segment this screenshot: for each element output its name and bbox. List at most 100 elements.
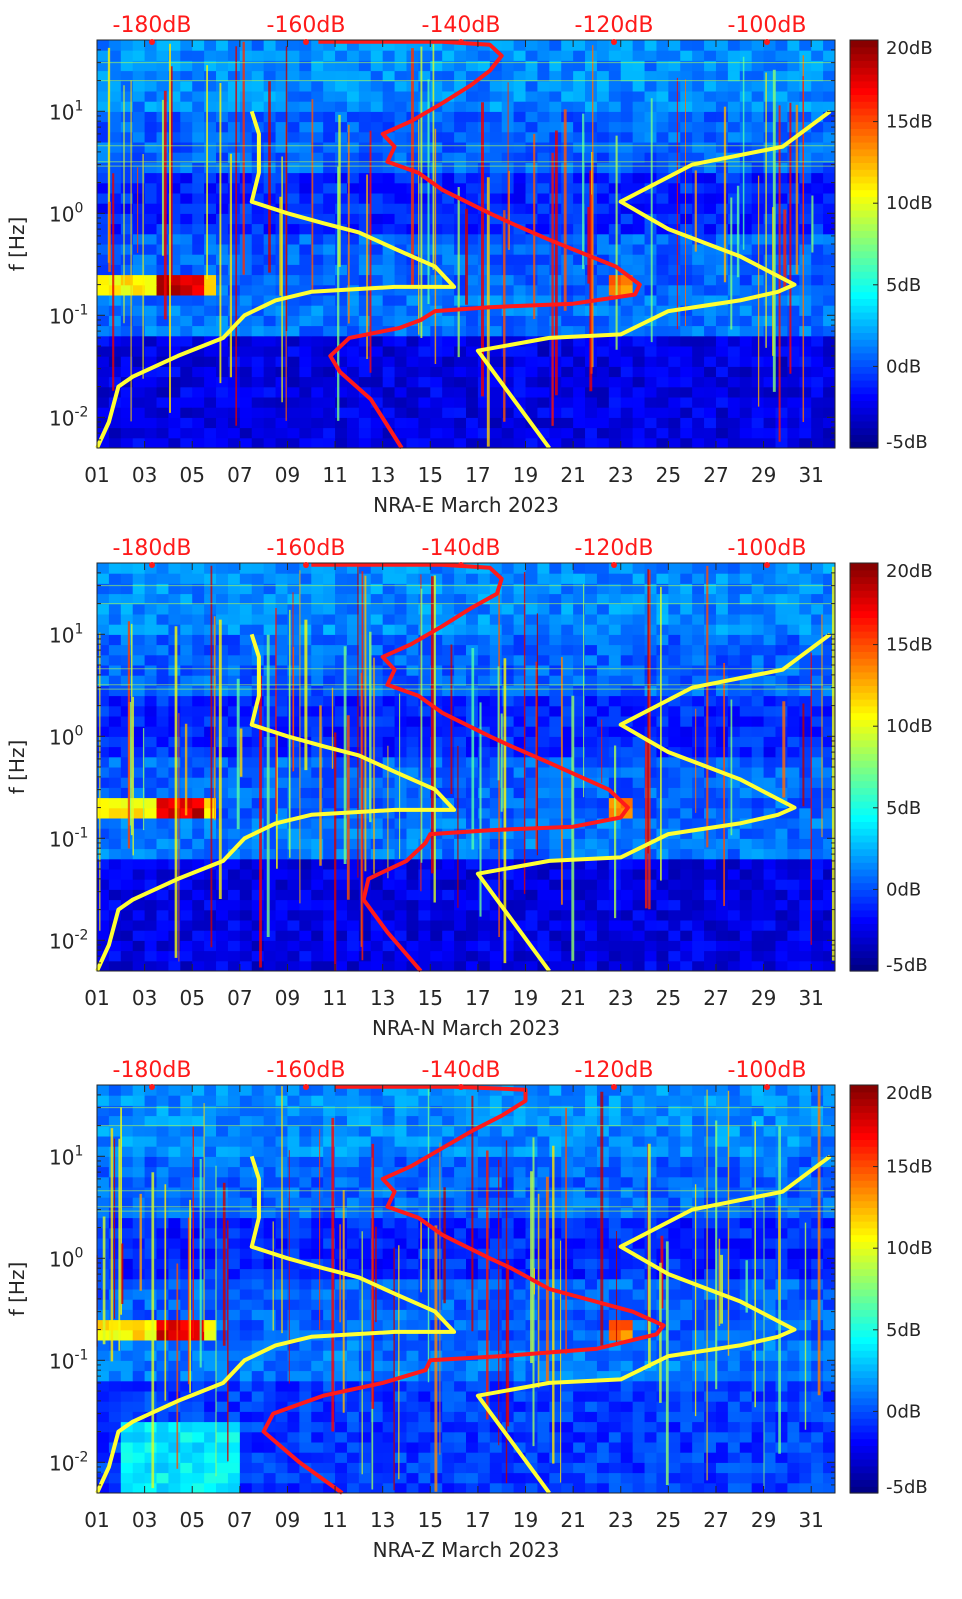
heatmap-cell <box>620 634 634 646</box>
heatmap-cell <box>382 767 396 778</box>
heatmap-cell <box>358 366 372 378</box>
heatmap-cell <box>204 70 217 82</box>
heatmap-cell <box>358 869 372 880</box>
heatmap-cell <box>549 437 562 449</box>
heatmap-cell <box>525 920 538 931</box>
heatmap-cell <box>620 705 634 717</box>
heatmap-cell <box>489 111 503 123</box>
top-db-marker <box>764 39 770 45</box>
heatmap-cell <box>120 848 134 860</box>
heatmap-cell <box>751 675 765 686</box>
heatmap-cell <box>466 624 479 635</box>
heatmap-cell <box>620 305 634 316</box>
heatmap-cell <box>180 356 193 367</box>
heatmap-cell <box>656 142 669 153</box>
heatmap-cell <box>263 767 277 778</box>
heatmap-cell <box>799 315 812 327</box>
heatmap-cell <box>501 889 515 901</box>
heatmap-cell <box>442 223 455 235</box>
heatmap-cell <box>525 60 538 72</box>
heatmap-cell <box>227 121 241 133</box>
heatmap-cell <box>668 909 681 921</box>
heatmap-cell <box>501 675 515 686</box>
heatmap-cell <box>430 91 443 102</box>
heatmap-cell <box>596 182 610 194</box>
heatmap-cell <box>489 295 503 306</box>
heatmap-cell <box>227 213 241 225</box>
heatmap-cell <box>811 417 824 429</box>
heatmap-cell <box>513 695 527 707</box>
heatmap-cell <box>97 274 110 286</box>
heatmap-cell <box>454 879 467 890</box>
heatmap-cell <box>180 407 193 418</box>
heatmap-cell <box>180 162 193 174</box>
heatmap-cell <box>799 152 812 163</box>
heatmap-cell <box>311 325 324 337</box>
heatmap-cell <box>680 386 693 398</box>
heatmap-cell <box>466 397 479 408</box>
heatmap-cell <box>787 899 800 911</box>
heatmap-cell <box>108 427 122 439</box>
heatmap-cell <box>692 50 705 61</box>
heatmap-cell <box>311 777 324 788</box>
heatmap-cell <box>263 295 277 306</box>
colorbar-segment <box>850 359 878 367</box>
heatmap-cell <box>727 386 741 398</box>
heatmap-cell <box>585 417 598 429</box>
heatmap-cell <box>394 909 407 921</box>
x-tick-label: 23 <box>608 463 633 487</box>
heatmap-cell <box>168 899 181 911</box>
heatmap-cell <box>477 264 491 276</box>
heatmap-cell <box>525 889 538 901</box>
heatmap-cell <box>561 695 574 707</box>
heatmap-cell <box>418 736 431 748</box>
heatmap-cell <box>430 695 443 707</box>
heatmap-cell <box>192 960 205 972</box>
heatmap-cell <box>620 920 634 931</box>
heatmap-cell <box>442 818 455 829</box>
heatmap-cell <box>335 828 348 839</box>
heatmap-cell <box>799 274 812 286</box>
heatmap-cell <box>418 726 431 737</box>
heatmap-cell <box>144 644 158 656</box>
heatmap-cell <box>394 233 407 245</box>
heatmap-cell <box>585 121 598 133</box>
heatmap-cell <box>180 111 193 123</box>
heatmap-cell <box>656 101 669 112</box>
heatmap-cell <box>454 131 467 143</box>
heatmap-cell <box>537 716 550 727</box>
heatmap-cell <box>466 614 479 625</box>
heatmap-cell <box>454 376 467 388</box>
heatmap-cell <box>311 356 324 367</box>
heatmap-cell <box>192 233 205 245</box>
heatmap-cell <box>620 889 634 901</box>
heatmap-cell <box>513 254 527 265</box>
heatmap-cell <box>251 899 265 911</box>
heatmap-cell <box>489 325 503 337</box>
heatmap-cell <box>823 797 836 809</box>
colorbar-segment <box>850 60 878 68</box>
heatmap-cell <box>823 807 836 819</box>
heatmap-cell <box>787 244 800 255</box>
heatmap-cell <box>394 397 407 408</box>
heatmap-cell <box>370 356 384 367</box>
heatmap-cell <box>668 634 681 646</box>
heatmap-cell <box>573 716 586 727</box>
heatmap-cell <box>620 726 634 737</box>
heatmap-cell <box>537 838 550 850</box>
heatmap-cell <box>668 736 681 748</box>
heatmap-cell <box>466 848 479 860</box>
heatmap-cell <box>346 828 360 839</box>
heatmap-cell <box>346 695 360 707</box>
heatmap-cell <box>727 142 741 153</box>
heatmap-cell <box>335 777 348 788</box>
heatmap-cell <box>239 705 253 717</box>
heatmap-cell <box>811 346 824 357</box>
heatmap-cell <box>370 244 384 255</box>
heatmap-cell <box>275 726 288 737</box>
heatmap-cell <box>180 366 193 378</box>
heatmap-cell <box>358 335 372 347</box>
heatmap-cell <box>513 60 527 72</box>
heatmap-cell <box>704 325 717 337</box>
heatmap-cell <box>442 665 455 676</box>
